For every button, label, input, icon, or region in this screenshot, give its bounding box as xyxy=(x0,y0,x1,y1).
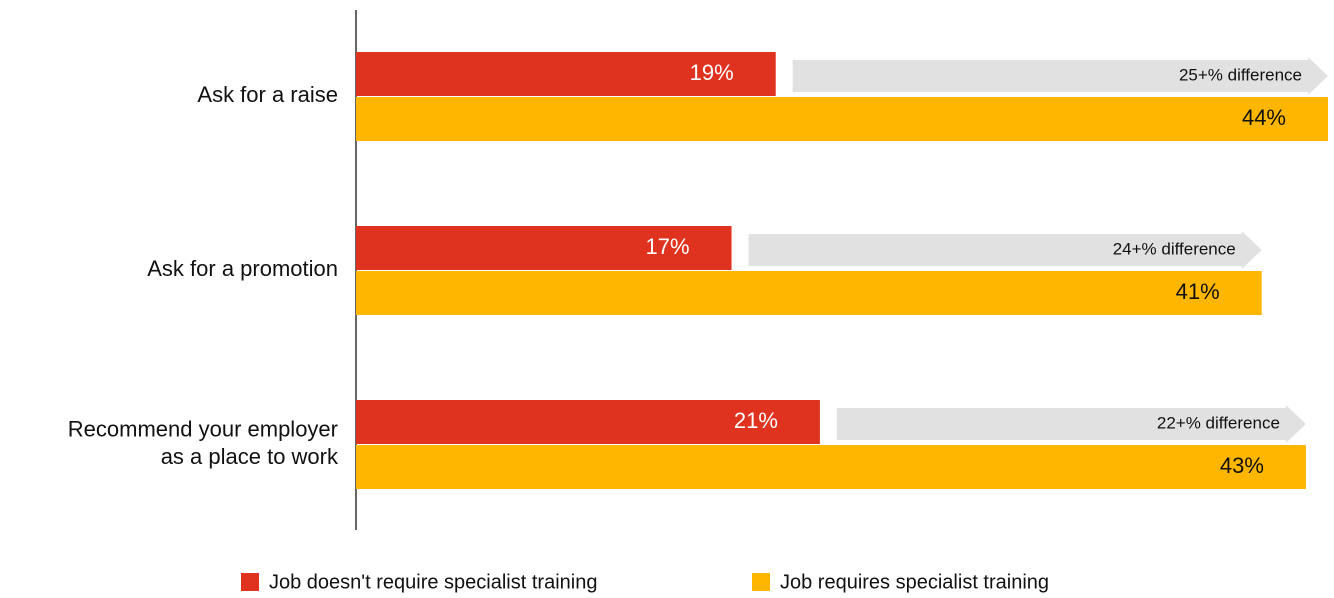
legend-label: Job requires specialist training xyxy=(780,571,1049,593)
annotation: 24+% difference xyxy=(1113,239,1236,258)
difference-arrow xyxy=(748,231,1262,269)
legend-swatch xyxy=(752,573,770,591)
value-label: 21% xyxy=(734,408,778,433)
value-label: 19% xyxy=(690,60,734,85)
bar xyxy=(356,445,1306,489)
difference-arrow xyxy=(792,57,1328,95)
category-label: Ask for a raise xyxy=(197,82,338,107)
bar xyxy=(356,97,1328,141)
value-label: 43% xyxy=(1220,453,1264,478)
bar xyxy=(356,52,776,96)
annotation: 25+% difference xyxy=(1179,65,1302,84)
value-label: 44% xyxy=(1242,105,1286,130)
difference-arrow xyxy=(836,405,1306,443)
category-label: Ask for a promotion xyxy=(147,256,338,281)
annotation: 22+% difference xyxy=(1157,413,1280,432)
legend-label: Job doesn't require specialist training xyxy=(269,571,597,593)
value-label: 41% xyxy=(1176,279,1220,304)
value-label: 17% xyxy=(645,234,689,259)
bar xyxy=(356,400,820,444)
bar xyxy=(356,226,732,270)
bar xyxy=(356,271,1262,315)
category-label: Recommend your employer as a place to wor… xyxy=(68,416,339,469)
legend-swatch xyxy=(241,573,259,591)
